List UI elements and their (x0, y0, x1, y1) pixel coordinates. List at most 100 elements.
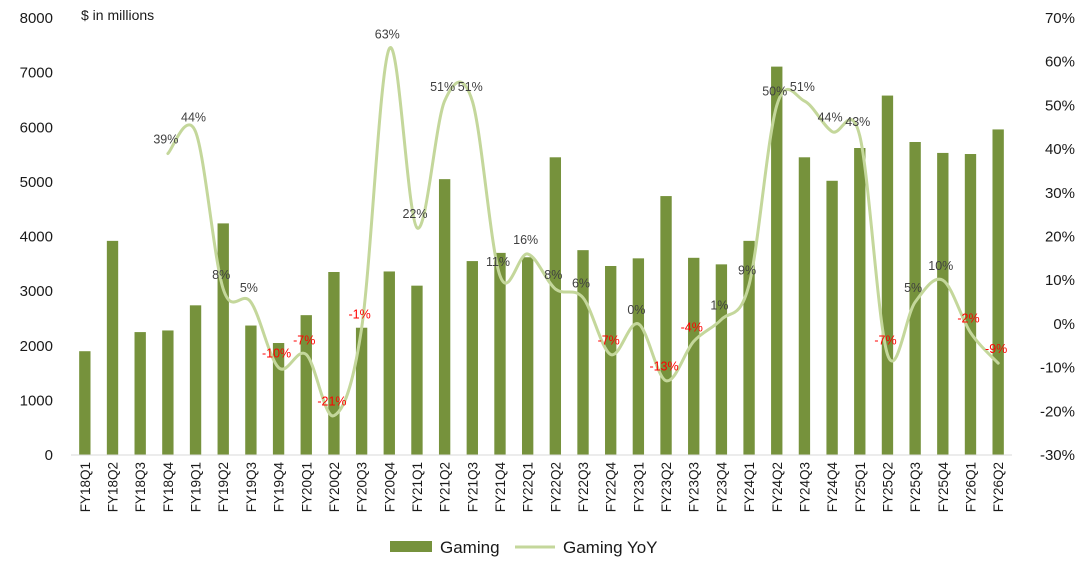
right-axis-tick-label: 50% (1045, 97, 1075, 114)
gaming-bar (771, 66, 783, 456)
gaming-bar (577, 250, 589, 455)
x-axis-category-label: FY21Q3 (465, 462, 480, 512)
left-axis-tick-label: 7000 (20, 65, 53, 82)
x-axis-category-label: FY24Q2 (770, 462, 785, 512)
yoy-data-label: 43% (845, 115, 870, 129)
x-axis-category-label: FY23Q4 (714, 462, 729, 513)
x-axis-category-label: FY23Q2 (659, 462, 674, 512)
x-axis-category-label: FY19Q4 (272, 462, 287, 513)
gaming-bar (162, 330, 174, 455)
right-axis-tick-label: -10% (1040, 360, 1075, 377)
yoy-data-label: 1% (710, 299, 728, 313)
yoy-data-label: 16% (513, 233, 538, 247)
yoy-data-label: -1% (348, 307, 370, 321)
x-axis-category-label: FY25Q4 (936, 462, 951, 513)
gaming-bar (549, 157, 562, 455)
x-axis-category-label: FY18Q4 (161, 462, 176, 513)
gaming-bar (272, 343, 285, 455)
yoy-data-label: -2% (957, 312, 979, 326)
gaming-bars (79, 66, 1004, 456)
right-axis-tick-label: 60% (1045, 54, 1075, 71)
gaming-bar (992, 129, 1004, 455)
gaming-bar (245, 325, 257, 455)
x-axis-category-label: FY21Q1 (410, 462, 425, 512)
gaming-bar (134, 332, 146, 455)
yoy-data-label: 9% (738, 264, 756, 278)
x-axis-category-label: FY22Q3 (576, 462, 591, 512)
yoy-data-label: -4% (681, 320, 703, 334)
legend-gaming-swatch (390, 541, 432, 552)
yoy-data-label: 63% (375, 28, 400, 42)
gaming-yoy-line (166, 46, 1000, 418)
right-axis-tick-label: 70% (1045, 10, 1075, 27)
right-axis-tick-label: 40% (1045, 141, 1075, 158)
gaming-bar (383, 271, 395, 455)
yoy-data-label: -7% (874, 333, 896, 347)
gaming-bar (300, 315, 312, 455)
left-axis-tick-label: 2000 (20, 338, 53, 355)
gaming-bar (632, 258, 645, 455)
gaming-bar (909, 141, 921, 455)
x-axis-category-label: FY24Q4 (825, 462, 840, 513)
gaming-bar (605, 265, 617, 455)
left-axis-tick-label: 8000 (20, 10, 53, 27)
gaming-bar (328, 272, 340, 455)
yoy-data-label: 5% (240, 281, 258, 295)
x-axis-category-label: FY20Q4 (382, 462, 397, 513)
yoy-data-label: 11% (486, 255, 510, 269)
gaming-bar (494, 252, 506, 455)
gaming-bar (798, 157, 811, 455)
yoy-data-label: 10% (928, 259, 953, 273)
yoy-data-label: 44% (181, 111, 206, 125)
gaming-bar (854, 148, 866, 455)
yoy-data-label: -7% (293, 333, 315, 347)
left-axis-tick-label: 3000 (20, 283, 53, 300)
x-axis-category-label: FY23Q3 (687, 462, 702, 512)
yoy-data-label: 51% (458, 80, 483, 94)
left-axis-tick-label: 1000 (20, 392, 53, 409)
legend: Gaming Gaming YoY (390, 538, 658, 557)
gaming-bar (79, 351, 91, 455)
x-axis-category-label: FY25Q2 (880, 462, 895, 512)
gaming-bar (715, 264, 728, 455)
x-axis-category-label: FY20Q3 (355, 462, 370, 512)
yoy-data-label: 6% (572, 277, 590, 291)
legend-gaming-yoy-label: Gaming YoY (563, 538, 658, 557)
gaming-bar (466, 261, 478, 455)
x-axis-category-label: FY22Q1 (521, 462, 536, 512)
x-axis-category-label: FY25Q3 (908, 462, 923, 512)
right-axis-tick-label: 20% (1045, 229, 1075, 246)
gaming-bar (826, 180, 838, 455)
x-axis-category-label: FY22Q4 (604, 462, 619, 513)
left-axis-tick-label: 4000 (20, 229, 53, 246)
yoy-data-label: -13% (649, 360, 678, 374)
gaming-bar (521, 257, 534, 455)
legend-gaming-label: Gaming (440, 538, 500, 557)
right-axis-tick-label: 30% (1045, 185, 1075, 202)
yoy-data-label: -21% (317, 395, 346, 409)
gaming-bar (411, 285, 423, 455)
yoy-data-label: 39% (153, 132, 178, 146)
gaming-bar (355, 327, 368, 455)
gaming-bar (688, 257, 700, 455)
yoy-data-labels: 39%44%8%5%-10%-7%-21%-1%63%22%51% 51%11%1… (153, 28, 1007, 409)
left-axis-tick-label: 5000 (20, 174, 53, 191)
yoy-data-label: 5% (904, 281, 922, 295)
x-axis-category-label: FY19Q3 (244, 462, 259, 512)
x-axis-category-label: FY26Q2 (991, 462, 1006, 512)
x-axis-category-label: FY25Q1 (853, 462, 868, 512)
right-axis-tick-label: -20% (1040, 403, 1075, 420)
yoy-data-label: 22% (402, 207, 427, 221)
gaming-bar (189, 305, 202, 455)
right-y-axis: -30% -20% -10% 0% 10% 20% 30% 40% 50% 60% 70% (1040, 10, 1075, 464)
x-axis-category-label: FY19Q1 (189, 462, 204, 512)
x-axis-category-label: FY23Q1 (631, 462, 646, 512)
unit-note: $ in millions (81, 7, 154, 23)
gaming-bar (937, 152, 949, 455)
right-axis-tick-label: 10% (1045, 272, 1075, 289)
yoy-data-label: 0% (627, 303, 645, 317)
x-axis-category-labels: FY18Q1 FY18Q2 FY18Q3 FY18Q4 FY19Q1 FY19Q2 FY19… (78, 462, 1006, 513)
yoy-data-label: 44% (818, 111, 843, 125)
yoy-data-label: -9% (985, 342, 1007, 356)
